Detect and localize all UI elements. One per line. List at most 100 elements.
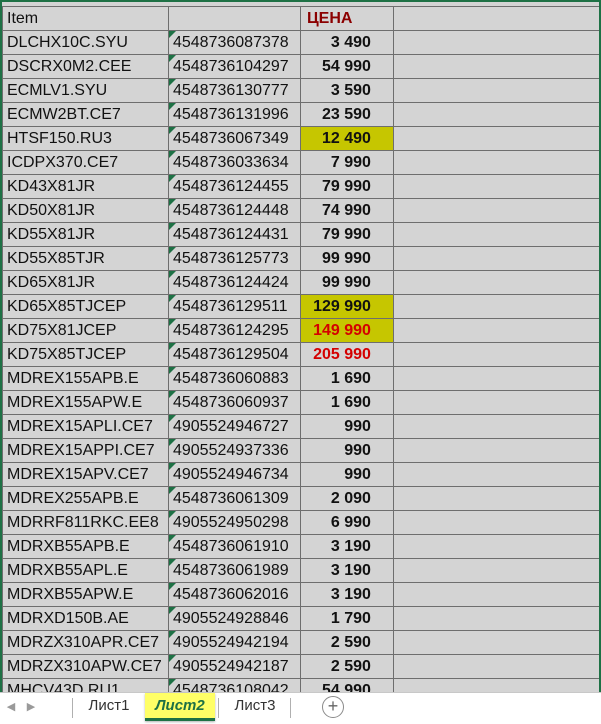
price-cell[interactable]: 990	[299, 462, 394, 487]
barcode-cell[interactable]: 4548736124455	[167, 174, 301, 199]
empty-cell[interactable]	[392, 30, 599, 55]
item-cell[interactable]: DLCHX10C.SYU	[2, 30, 169, 55]
item-cell[interactable]: MDRXB55APW.E	[2, 582, 169, 607]
price-cell[interactable]: 23 590	[299, 102, 394, 127]
price-cell[interactable]: 3 190	[299, 558, 394, 583]
barcode-cell[interactable]: 4548736060937	[167, 390, 301, 415]
empty-cell[interactable]	[392, 150, 599, 175]
empty-cell[interactable]	[392, 486, 599, 511]
empty-cell[interactable]	[392, 270, 599, 295]
empty-cell[interactable]	[392, 78, 599, 103]
empty-cell[interactable]	[392, 246, 599, 271]
barcode-cell[interactable]: 4548736130777	[167, 78, 301, 103]
barcode-cell[interactable]: 4548736108042	[167, 678, 301, 694]
price-cell[interactable]: 79 990	[299, 222, 394, 247]
tab-sheet3[interactable]: Лист3	[234, 697, 276, 714]
price-cell[interactable]: 1 790	[299, 606, 394, 631]
item-cell[interactable]: KD65X85TJCEP	[2, 294, 169, 319]
item-cell[interactable]: MDREX15APV.CE7	[2, 462, 169, 487]
barcode-cell[interactable]: 4548736067349	[167, 126, 301, 151]
empty-cell[interactable]	[392, 174, 599, 199]
barcode-cell[interactable]: 4548736124424	[167, 270, 301, 295]
barcode-cell[interactable]: 4905524946727	[167, 414, 301, 439]
empty-cell[interactable]	[392, 222, 599, 247]
empty-cell[interactable]	[392, 534, 599, 559]
barcode-cell[interactable]: 4548736060883	[167, 366, 301, 391]
empty-cell[interactable]	[392, 318, 599, 343]
price-cell[interactable]: 99 990	[299, 246, 394, 271]
empty-cell[interactable]	[392, 558, 599, 583]
price-cell[interactable]: 1 690	[299, 366, 394, 391]
empty-cell[interactable]	[392, 198, 599, 223]
item-cell[interactable]: MDRZX310APW.CE7	[2, 654, 169, 679]
price-cell[interactable]: 54 990	[299, 678, 394, 694]
barcode-cell[interactable]: 4905524946734	[167, 462, 301, 487]
item-cell[interactable]: MDREX155APW.E	[2, 390, 169, 415]
price-cell[interactable]: 3 590	[299, 78, 394, 103]
empty-cell[interactable]	[392, 630, 599, 655]
scroll-first-sheet-icon[interactable]: ◀	[6, 701, 16, 713]
barcode-cell[interactable]: 4548736129504	[167, 342, 301, 367]
price-cell[interactable]: 99 990	[299, 270, 394, 295]
empty-cell[interactable]	[392, 366, 599, 391]
price-cell[interactable]: 79 990	[299, 174, 394, 199]
item-cell[interactable]: ICDPX370.CE7	[2, 150, 169, 175]
empty-cell[interactable]	[392, 102, 599, 127]
item-cell[interactable]: KD55X85TJR	[2, 246, 169, 271]
item-cell[interactable]: ECMLV1.SYU	[2, 78, 169, 103]
empty-cell[interactable]	[392, 390, 599, 415]
price-cell[interactable]: 2 590	[299, 654, 394, 679]
empty-cell[interactable]	[392, 294, 599, 319]
item-cell[interactable]: MDREX155APB.E	[2, 366, 169, 391]
empty-cell[interactable]	[392, 654, 599, 679]
item-cell[interactable]: DSCRX0M2.CEE	[2, 54, 169, 79]
item-cell[interactable]: MDREX255APB.E	[2, 486, 169, 511]
item-cell[interactable]: MHCV43D.RU1	[2, 678, 169, 694]
item-cell[interactable]: KD75X81JCEP	[2, 318, 169, 343]
price-cell[interactable]: 129 990	[299, 294, 394, 319]
barcode-cell[interactable]: 4548736104297	[167, 54, 301, 79]
price-cell[interactable]: 7 990	[299, 150, 394, 175]
barcode-cell[interactable]: 4905524950298	[167, 510, 301, 535]
price-cell[interactable]: 990	[299, 414, 394, 439]
tab-sheet1[interactable]: Лист1	[88, 697, 130, 714]
barcode-cell[interactable]: 4548736033634	[167, 150, 301, 175]
header-code-cell[interactable]	[167, 6, 301, 31]
barcode-cell[interactable]: 4548736124431	[167, 222, 301, 247]
barcode-cell[interactable]: 4905524937336	[167, 438, 301, 463]
spreadsheet-grid[interactable]: Item ЦЕНА DLCHX10C.SYU 4548736087378 3 490…	[0, 0, 601, 694]
tab-sheet2[interactable]: Лист2	[145, 693, 215, 721]
empty-cell[interactable]	[392, 510, 599, 535]
item-cell[interactable]: MDRXB55APL.E	[2, 558, 169, 583]
item-cell[interactable]: MDREX15APPI.CE7	[2, 438, 169, 463]
empty-cell[interactable]	[392, 582, 599, 607]
item-cell[interactable]: KD55X81JR	[2, 222, 169, 247]
barcode-cell[interactable]: 4548736061910	[167, 534, 301, 559]
price-cell[interactable]: 1 690	[299, 390, 394, 415]
barcode-cell[interactable]: 4905524942187	[167, 654, 301, 679]
empty-cell[interactable]	[392, 414, 599, 439]
price-cell[interactable]: 205 990	[299, 342, 394, 367]
item-cell[interactable]: MDRXD150B.AE	[2, 606, 169, 631]
barcode-cell[interactable]: 4548736061989	[167, 558, 301, 583]
scroll-last-sheet-icon[interactable]: ▶	[26, 701, 36, 713]
header-item-cell[interactable]: Item	[2, 6, 169, 31]
price-cell[interactable]: 12 490	[299, 126, 394, 151]
item-cell[interactable]: MDRXB55APB.E	[2, 534, 169, 559]
item-cell[interactable]: KD50X81JR	[2, 198, 169, 223]
empty-cell[interactable]	[392, 342, 599, 367]
item-cell[interactable]: HTSF150.RU3	[2, 126, 169, 151]
barcode-cell[interactable]: 4905524942194	[167, 630, 301, 655]
price-cell[interactable]: 990	[299, 438, 394, 463]
empty-cell[interactable]	[392, 6, 599, 31]
barcode-cell[interactable]: 4548736124448	[167, 198, 301, 223]
price-cell[interactable]: 3 490	[299, 30, 394, 55]
item-cell[interactable]: MDREX15APLI.CE7	[2, 414, 169, 439]
item-cell[interactable]: KD75X85TJCEP	[2, 342, 169, 367]
empty-cell[interactable]	[392, 438, 599, 463]
price-cell[interactable]: 3 190	[299, 582, 394, 607]
empty-cell[interactable]	[392, 462, 599, 487]
price-cell[interactable]: 3 190	[299, 534, 394, 559]
price-cell[interactable]: 2 590	[299, 630, 394, 655]
barcode-cell[interactable]: 4548736087378	[167, 30, 301, 55]
